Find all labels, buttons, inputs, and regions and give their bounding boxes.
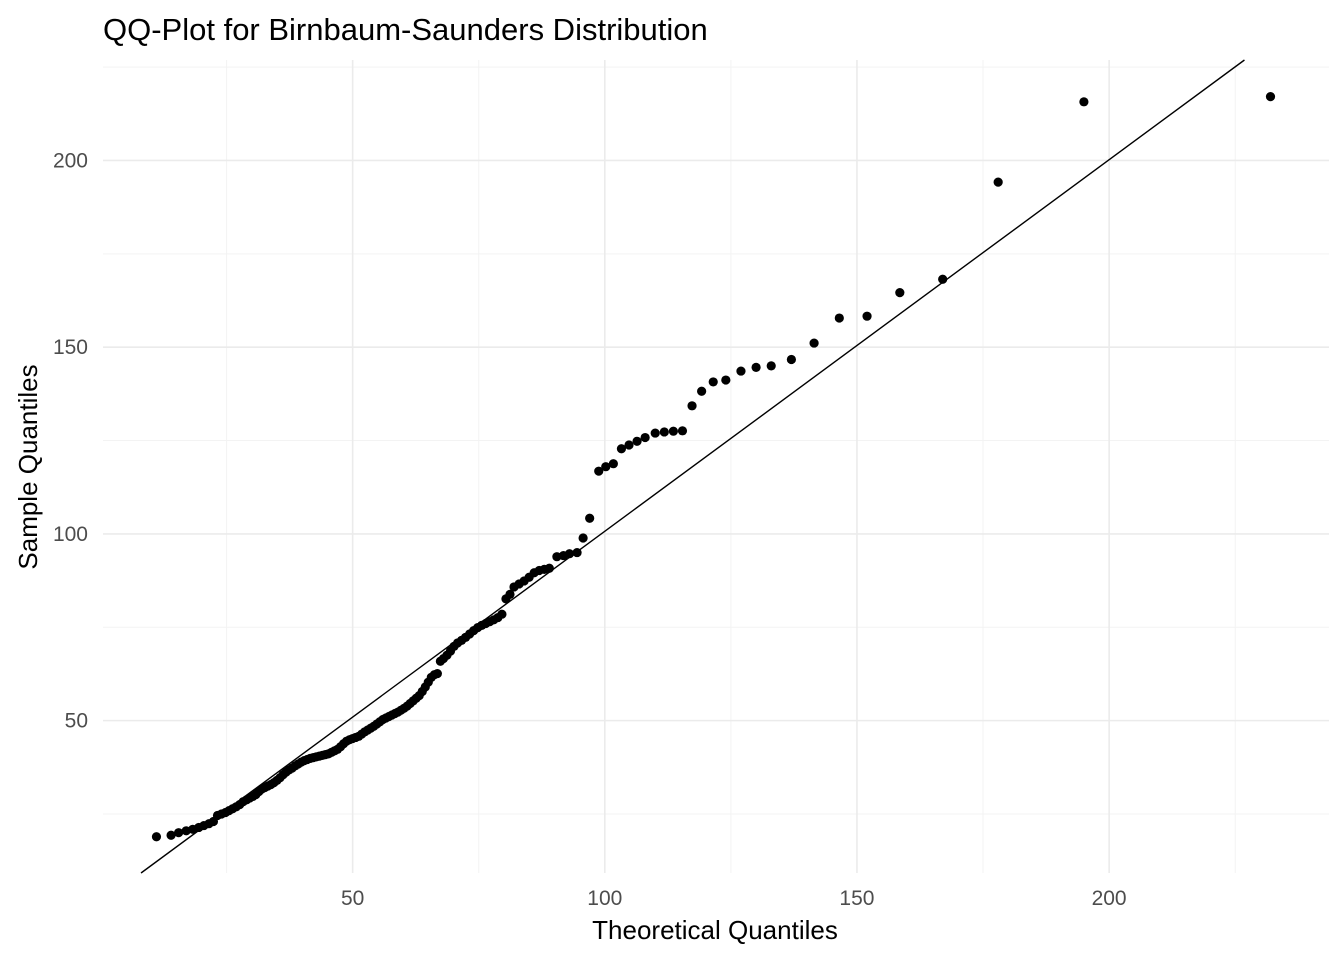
data-point (608, 459, 618, 469)
data-point (632, 436, 642, 446)
data-point (174, 828, 184, 838)
data-point (151, 832, 162, 842)
data-point (578, 533, 588, 543)
data-point (505, 589, 515, 600)
data-point (166, 830, 176, 840)
data-point (572, 547, 582, 558)
data-point (766, 361, 776, 371)
data-point (809, 338, 819, 348)
data-point (677, 426, 688, 436)
data-point (668, 426, 678, 436)
y-tick-label: 100 (53, 523, 88, 546)
x-tick-label: 200 (1092, 887, 1127, 910)
data-point (895, 288, 905, 298)
data-point (736, 366, 746, 376)
data-points (151, 91, 1276, 842)
reference-line (140, 59, 1245, 874)
data-point (650, 428, 660, 438)
y-tick-label: 50 (65, 710, 88, 733)
x-tick-label: 50 (341, 887, 364, 910)
x-tick-label: 100 (587, 887, 622, 910)
data-point (616, 444, 627, 454)
data-point (1079, 97, 1089, 107)
x-axis-title: Theoretical Quantiles (592, 915, 838, 945)
y-axis-tick-labels: 50 100 150 200 (53, 149, 88, 732)
data-point (1265, 91, 1276, 102)
x-tick-label: 150 (839, 887, 874, 910)
chart-title: QQ-Plot for Birnbaum-Saunders Distributi… (103, 12, 708, 47)
data-point (993, 177, 1003, 187)
x-axis-tick-labels: 50 100 150 200 (341, 887, 1127, 910)
data-point (708, 377, 718, 387)
data-point (594, 466, 604, 476)
data-point (862, 311, 872, 321)
data-point (432, 668, 442, 679)
data-point (786, 354, 796, 365)
y-axis-title: Sample Quantiles (13, 364, 43, 569)
y-tick-label: 150 (53, 336, 88, 359)
data-point (697, 386, 707, 396)
data-point (564, 549, 575, 559)
data-point (497, 609, 507, 619)
y-tick-label: 200 (53, 149, 88, 172)
minor-gridlines (103, 60, 1329, 873)
data-point (687, 401, 697, 411)
data-point (834, 313, 844, 323)
plot-panel (140, 59, 1276, 874)
data-point (751, 362, 761, 372)
data-point (544, 563, 554, 573)
data-point (601, 462, 611, 472)
data-point (659, 427, 669, 437)
major-gridlines (103, 60, 1329, 873)
data-point (938, 274, 948, 284)
data-point (585, 513, 595, 523)
data-point (624, 440, 634, 450)
data-point (640, 432, 650, 443)
data-point (721, 375, 731, 385)
